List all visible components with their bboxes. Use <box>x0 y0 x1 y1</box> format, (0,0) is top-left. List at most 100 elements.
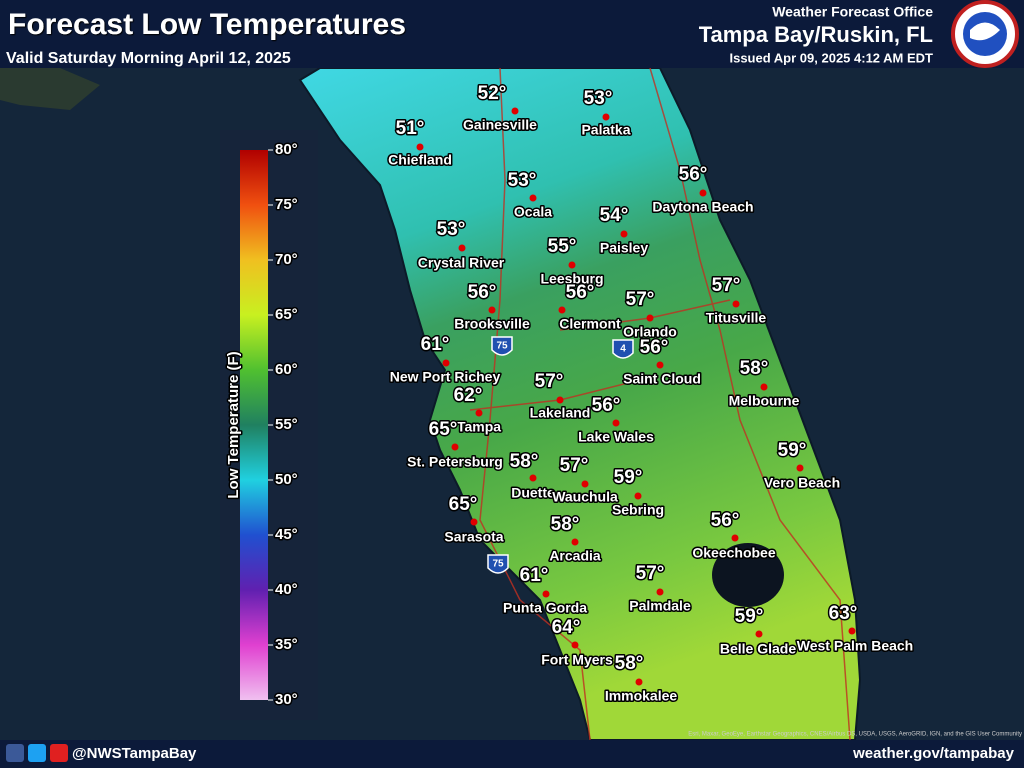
city-dot <box>416 143 424 151</box>
legend-colorbar <box>240 150 268 700</box>
city-name: New Port Richey <box>390 369 501 385</box>
city-temperature: 56° <box>679 164 708 185</box>
legend-tick-label: 30° <box>275 691 298 708</box>
office: Weather Forecast Office <box>772 4 933 20</box>
issued: Issued Apr 09, 2025 4:12 AM EDT <box>729 50 933 65</box>
city-temperature: 58° <box>615 653 644 674</box>
city-temperature: 57° <box>535 371 564 392</box>
city-name: Clermont <box>559 316 621 332</box>
legend-tick-label: 55° <box>275 416 298 433</box>
city-dot <box>458 244 466 252</box>
city-dot <box>470 518 478 526</box>
city-name: Fort Myers <box>541 652 613 668</box>
city-dot <box>442 359 450 367</box>
city-temperature: 53° <box>584 88 613 109</box>
city-name: Okeechobee <box>692 545 775 561</box>
city-temperature: 65° <box>429 419 458 440</box>
city-name: Daytona Beach <box>652 199 753 215</box>
city-temperature: 61° <box>421 334 450 355</box>
city-name: Sebring <box>612 502 664 518</box>
city-name: Leesburg <box>540 271 603 287</box>
city-dot <box>620 230 628 238</box>
nws-logo-cloud <box>970 22 1000 41</box>
city-dot <box>612 419 620 427</box>
highways <box>469 67 851 741</box>
city-name: Duette <box>511 485 555 501</box>
city-temperature: 63° <box>829 603 858 624</box>
city-name: Immokalee <box>605 688 678 704</box>
city-name: Lakeland <box>530 405 591 421</box>
city-temperature: 65° <box>449 494 478 515</box>
city-temperature: 56° <box>711 510 740 531</box>
city-temperature: 56° <box>592 395 621 416</box>
footer-bar <box>0 740 1024 768</box>
city-dot <box>656 361 664 369</box>
city-name: Punta Gorda <box>503 600 587 616</box>
legend-tick-label: 60° <box>275 361 298 378</box>
city-temperature: 51° <box>396 118 425 139</box>
legend-tick-label: 35° <box>275 636 298 653</box>
legend-tick-label: 50° <box>275 471 298 488</box>
city-temperature: 56° <box>468 282 497 303</box>
city-dot <box>488 306 496 314</box>
city-name: Arcadia <box>549 548 601 564</box>
city-dot <box>529 474 537 482</box>
city-dot <box>556 396 564 404</box>
city-name: St. Petersburg <box>407 454 503 470</box>
subtitle: Valid Saturday Morning April 12, 2025 <box>6 50 291 67</box>
city-dot <box>581 480 589 488</box>
legend-title: Low Temperature (F) <box>225 351 242 498</box>
interstate-label: 75 <box>496 341 508 352</box>
city-name: Chiefland <box>388 152 452 168</box>
city-temperature: 53° <box>508 170 537 191</box>
city-dot <box>634 492 642 500</box>
title: Forecast Low Temperatures <box>8 8 406 41</box>
city-name: Crystal River <box>418 255 505 271</box>
city-name: Brooksville <box>454 316 530 332</box>
legend-tick-label: 45° <box>275 526 298 543</box>
city-name: Sarasota <box>444 529 503 545</box>
interstate-shield <box>612 339 634 359</box>
header-bar <box>0 0 1024 68</box>
city-temperature: 58° <box>551 514 580 535</box>
city-temperature: 58° <box>740 358 769 379</box>
city-dot <box>602 113 610 121</box>
city-name: West Palm Beach <box>797 638 913 654</box>
interstate-label: 75 <box>492 559 504 570</box>
city-dot <box>848 627 856 635</box>
city-name: Wauchula <box>552 489 618 505</box>
location: Tampa Bay/Ruskin, FL <box>699 22 933 47</box>
city-temperature: 64° <box>552 617 581 638</box>
city-name: Paisley <box>600 240 648 256</box>
interstate-label: 4 <box>620 344 626 355</box>
youtube-icon[interactable] <box>50 744 68 762</box>
city-name: Tampa <box>457 419 501 435</box>
city-name: Gainesville <box>463 117 537 133</box>
city-name: Belle Glade <box>720 641 796 657</box>
city-dot <box>511 107 519 115</box>
attribution: Esri, Maxar, GeoEye, Earthstar Geographi… <box>688 732 1022 738</box>
legend-tick-label: 75° <box>275 196 298 213</box>
city-temperature: 59° <box>735 606 764 627</box>
city-temperature: 57° <box>626 289 655 310</box>
city-dot <box>699 189 707 197</box>
city-dot <box>542 590 550 598</box>
city-dot <box>635 678 643 686</box>
city-temperature: 57° <box>636 563 665 584</box>
city-temperature: 57° <box>712 275 741 296</box>
city-name: Lake Wales <box>578 429 654 445</box>
city-name: Palmdale <box>629 598 691 614</box>
city-name: Titusville <box>706 310 767 326</box>
city-dot <box>568 261 576 269</box>
website[interactable]: weather.gov/tampabay <box>852 745 1015 762</box>
city-dot <box>646 314 654 322</box>
city-temperature: 56° <box>640 337 669 358</box>
city-dot <box>760 383 768 391</box>
city-dot <box>796 464 804 472</box>
twitter-icon[interactable] <box>28 744 46 762</box>
interstate-shield <box>491 336 513 356</box>
facebook-icon[interactable] <box>6 744 24 762</box>
city-temperature: 59° <box>778 440 807 461</box>
city-name: Saint Cloud <box>623 371 701 387</box>
city-dot <box>558 306 566 314</box>
